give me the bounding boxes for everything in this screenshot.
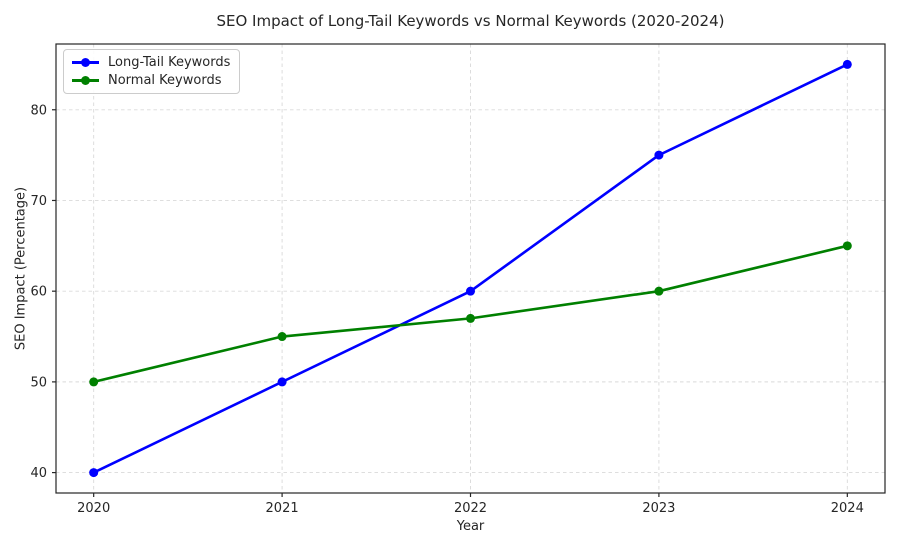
legend-label: Normal Keywords bbox=[108, 73, 222, 88]
legend-item-normal: Normal Keywords bbox=[72, 73, 230, 88]
svg-text:40: 40 bbox=[30, 466, 47, 481]
x-axis-label: Year bbox=[456, 519, 485, 534]
line-marker-icon bbox=[72, 73, 99, 88]
svg-text:80: 80 bbox=[30, 103, 47, 118]
legend-item-long-tail: Long-Tail Keywords bbox=[72, 55, 230, 70]
svg-text:50: 50 bbox=[30, 375, 47, 390]
legend: Long-Tail Keywords Normal Keywords bbox=[63, 49, 241, 94]
line-marker-icon bbox=[72, 55, 99, 70]
svg-text:60: 60 bbox=[30, 285, 47, 300]
svg-text:2020: 2020 bbox=[77, 501, 110, 516]
svg-text:70: 70 bbox=[30, 194, 47, 209]
svg-text:2024: 2024 bbox=[831, 501, 864, 516]
svg-text:2023: 2023 bbox=[642, 501, 675, 516]
svg-text:2021: 2021 bbox=[266, 501, 299, 516]
series-1 bbox=[89, 241, 852, 387]
svg-text:2022: 2022 bbox=[454, 501, 487, 516]
series-0 bbox=[89, 59, 852, 478]
legend-label: Long-Tail Keywords bbox=[108, 55, 231, 70]
ticks bbox=[52, 109, 848, 497]
chart-title: SEO Impact of Long-Tail Keywords vs Norm… bbox=[216, 12, 725, 30]
tick-labels: 2020 2021 2022 2023 2024 40 50 60 70 80 bbox=[30, 103, 863, 516]
gridlines bbox=[56, 44, 885, 493]
